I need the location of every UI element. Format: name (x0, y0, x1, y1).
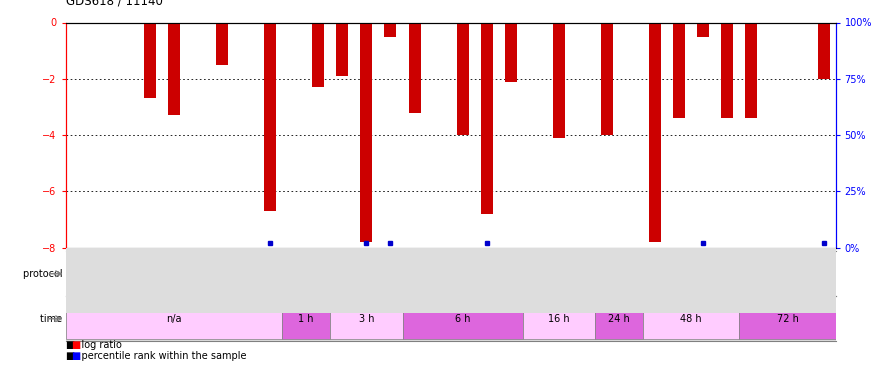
Bar (264, 22, 276, 211)
Bar (331, 298, 402, 339)
Bar (601, 22, 613, 135)
Bar (673, 22, 685, 118)
Bar (746, 22, 758, 118)
Bar (553, 22, 565, 138)
Text: 1 h: 1 h (298, 314, 314, 324)
Bar (721, 22, 733, 118)
Text: 48 h: 48 h (681, 314, 702, 324)
Text: time: time (40, 314, 66, 324)
Bar (697, 22, 710, 37)
Text: sham: sham (124, 269, 151, 279)
Bar (523, 298, 595, 339)
Bar (210, 254, 282, 294)
Bar (66, 298, 282, 339)
Bar (282, 298, 331, 339)
Text: protocol: protocol (23, 269, 66, 279)
Bar (168, 22, 180, 116)
Bar (643, 298, 739, 339)
Bar (402, 298, 523, 339)
Bar (216, 22, 228, 64)
Bar (457, 22, 469, 135)
Text: ■: ■ (71, 340, 80, 350)
Bar (144, 22, 156, 99)
Text: ■  percentile rank within the sample: ■ percentile rank within the sample (66, 351, 246, 361)
Text: ■: ■ (71, 351, 80, 361)
Text: 6 h: 6 h (455, 314, 471, 324)
Bar (409, 22, 421, 112)
Text: 24 h: 24 h (608, 314, 630, 324)
Text: 16 h: 16 h (548, 314, 570, 324)
Text: 3 h: 3 h (359, 314, 374, 324)
Bar (595, 298, 643, 339)
Bar (649, 22, 662, 242)
Bar (312, 22, 325, 87)
Bar (817, 22, 829, 79)
Bar (336, 22, 348, 76)
Bar (739, 298, 836, 339)
Text: control: control (229, 269, 263, 279)
Text: GDS618 / 11140: GDS618 / 11140 (66, 0, 163, 8)
Text: ■  log ratio: ■ log ratio (66, 340, 122, 350)
Bar (384, 22, 396, 37)
Bar (66, 254, 210, 294)
Text: n/a: n/a (166, 314, 182, 324)
Text: 72 h: 72 h (777, 314, 799, 324)
Bar (480, 22, 493, 214)
Text: hemorrhage: hemorrhage (529, 269, 589, 279)
Bar (360, 22, 373, 242)
Bar (282, 254, 836, 294)
Bar (505, 22, 517, 82)
